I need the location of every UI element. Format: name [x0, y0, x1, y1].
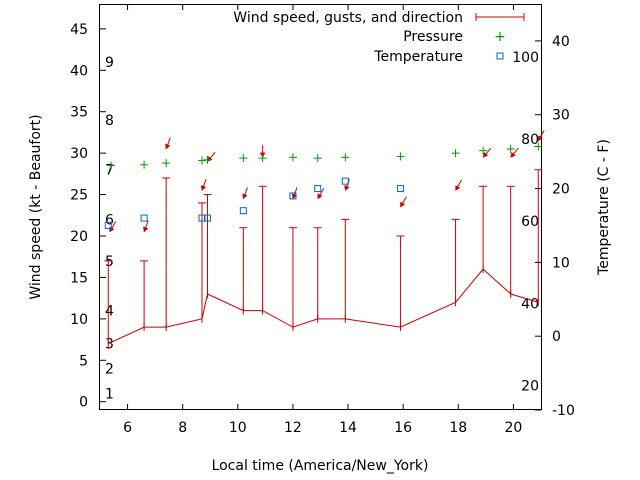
- beaufort-label: 5: [105, 254, 114, 270]
- chart-marks: [104, 130, 545, 348]
- axis-ticks: 6 8 10 12 14 16 18 20051015202530354045-1001020…: [70, 4, 575, 436]
- wind-direction-arrow: [200, 178, 207, 191]
- beaufort-label: 4: [105, 304, 114, 320]
- x-tick-label: 16: [394, 420, 412, 436]
- x-tick-label: 14: [339, 420, 357, 436]
- temperature-point: [140, 214, 148, 222]
- y-axis-label-right: Temperature (C - F): [596, 139, 612, 276]
- wind-direction-arrow: [242, 187, 248, 200]
- arrow-head: [510, 151, 516, 158]
- y-tick-label-left: 35: [70, 105, 88, 121]
- fahrenheit-label: 100: [512, 50, 539, 66]
- arrow-head: [537, 135, 544, 142]
- fahrenheit-label: 60: [521, 214, 539, 230]
- wind-speed-line: [108, 268, 539, 345]
- beaufort-label: 9: [105, 55, 114, 71]
- pressure-point: [506, 145, 515, 153]
- pressure-point: [140, 160, 149, 169]
- x-tick-label: 10: [229, 420, 247, 436]
- fahrenheit-label: 20: [521, 379, 539, 395]
- temperature-point: [203, 214, 211, 222]
- pressure-point: [341, 153, 350, 162]
- y-tick-label-left: 25: [70, 188, 88, 204]
- y-tick-label-left: 5: [79, 353, 88, 369]
- arrow-head: [165, 143, 171, 150]
- wind-direction-arrow: [537, 130, 545, 142]
- pressure-point: [107, 161, 116, 170]
- y-tick-label-right: 0: [552, 329, 561, 345]
- arrow-head: [317, 193, 323, 200]
- pressure-point: [451, 149, 460, 158]
- arrow-head: [242, 193, 248, 200]
- arrow-head: [143, 226, 149, 233]
- pressure-point: [162, 159, 171, 168]
- pressure-point: [258, 154, 267, 163]
- pressure-point: [479, 146, 488, 155]
- legend-wind-label: Wind speed, gusts, and direction: [233, 10, 463, 26]
- wind-direction-arrow: [510, 147, 519, 158]
- beaufort-label: 8: [105, 113, 114, 129]
- wind-direction-arrow: [143, 220, 149, 233]
- pressure-point: [197, 156, 206, 165]
- y-tick-label-left: 0: [79, 395, 88, 411]
- arrow-head: [455, 185, 461, 191]
- y-tick-label-left: 15: [70, 270, 88, 286]
- y-tick-label-left: 45: [70, 22, 88, 38]
- temperature-point: [396, 185, 404, 193]
- wind-direction-arrow: [399, 196, 407, 208]
- temperature-point: [289, 192, 297, 200]
- x-tick-label: 18: [449, 420, 467, 436]
- beaufort-label: 1: [105, 386, 114, 402]
- beaufort-label: 6: [105, 212, 114, 228]
- pressure-point: [239, 154, 248, 163]
- wind-direction-arrow: [455, 179, 462, 191]
- legend-temperature-label: Temperature: [373, 49, 463, 65]
- x-tick-label: 6: [123, 420, 132, 436]
- beaufort-label: 3: [105, 337, 114, 353]
- arrow-head: [200, 185, 207, 191]
- pressure-point: [396, 152, 405, 161]
- legend-temperature-marker: [496, 52, 504, 60]
- beaufort-label: 2: [105, 362, 114, 378]
- y-tick-label-left: 40: [70, 63, 88, 79]
- pressure-point: [534, 142, 543, 151]
- y-tick-label-right: 40: [552, 34, 570, 50]
- legend: Wind speed, gusts, and direction Pressur…: [233, 10, 525, 65]
- y-tick-label-left: 30: [70, 146, 88, 162]
- temperature-point: [314, 185, 322, 193]
- wind-direction-arrow: [165, 137, 171, 150]
- x-axis-label: Local time (America/New_York): [212, 458, 429, 474]
- y-tick-label-right: 30: [552, 108, 570, 124]
- wind-direction-arrow: [482, 147, 492, 158]
- y-tick-label-right: 10: [552, 255, 570, 271]
- x-tick-label: 8: [178, 420, 187, 436]
- pressure-point: [288, 153, 297, 162]
- legend-pressure-label: Pressure: [403, 29, 463, 45]
- y-tick-label-right: -10: [552, 403, 575, 419]
- x-tick-label: 12: [284, 420, 302, 436]
- y-tick-label-left: 10: [70, 312, 88, 328]
- pressure-point: [203, 155, 212, 164]
- wind-direction-arrow: [317, 188, 325, 200]
- temperature-point: [239, 207, 247, 215]
- y-tick-label-right: 20: [552, 182, 570, 198]
- fahrenheit-label: 40: [521, 297, 539, 313]
- plot-frame: [99, 4, 542, 410]
- legend-pressure-marker: +: [494, 29, 506, 45]
- arrow-head: [400, 201, 406, 208]
- arrow-head: [344, 185, 350, 191]
- y-tick-label-left: 20: [70, 229, 88, 245]
- y-axis-label-left: Wind speed (kt - Beaufort): [28, 114, 44, 299]
- pressure-point: [313, 154, 322, 163]
- x-tick-label: 20: [505, 420, 523, 436]
- temperature-point: [104, 221, 112, 229]
- temperature-point: [341, 177, 349, 185]
- fahrenheit-label: 80: [521, 132, 539, 148]
- beaufort-label: 7: [105, 163, 114, 179]
- arrow-head: [482, 151, 489, 158]
